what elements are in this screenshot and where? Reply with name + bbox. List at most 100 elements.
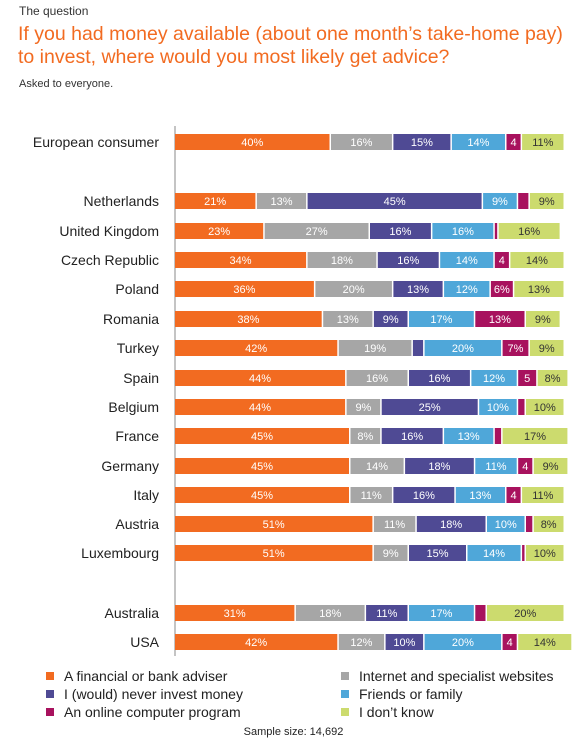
bar-segment-never [405, 458, 474, 474]
bar-segment-internet [256, 193, 307, 209]
data-label: 21% [204, 196, 226, 208]
data-label: 16% [350, 137, 372, 149]
data-label: 38% [237, 314, 259, 326]
bar-segment-friends [409, 605, 474, 621]
legend-swatch [46, 672, 54, 680]
bar-segment-never [409, 370, 470, 386]
bar-segment-never [381, 428, 443, 444]
data-label: 4 [510, 490, 516, 502]
data-label: 42% [245, 343, 267, 355]
data-label: 18% [331, 255, 353, 267]
bar-segment-friends [424, 634, 502, 650]
data-label: 8% [541, 519, 557, 531]
bar-segment-dontknow [533, 458, 568, 474]
data-label: 25% [419, 402, 441, 414]
sample-size: Sample size: 14,692 [243, 726, 344, 738]
data-label: 6% [494, 284, 510, 296]
bar-segment-dontknow [502, 428, 568, 444]
bar-segment-friends [479, 399, 517, 415]
bar-segment-program [494, 223, 498, 239]
data-label: 4 [510, 137, 516, 149]
data-label: 18% [440, 519, 462, 531]
data-label: 9% [383, 548, 399, 560]
bar-segment-adviser [175, 545, 373, 561]
legend-item-never: I (would) never invest money [46, 686, 243, 702]
legend-label: Friends or family [359, 686, 463, 702]
category-label: USA [130, 634, 159, 650]
bar-segment-internet [373, 516, 416, 532]
chart-subtitle: Asked to everyone. [19, 78, 114, 90]
bar-segment-program [518, 458, 533, 474]
data-label: 19% [364, 343, 386, 355]
category-label: Belgium [108, 399, 159, 415]
data-label: 45% [251, 490, 273, 502]
bar-segment-friends [475, 458, 517, 474]
bar-segment-never [366, 605, 408, 621]
data-label: 9% [539, 196, 555, 208]
data-label: 45% [251, 431, 273, 443]
data-label: 12% [456, 284, 478, 296]
data-label: 14% [366, 461, 388, 473]
bar-segment-program [490, 281, 513, 297]
bar-segment-program [506, 134, 521, 150]
data-label: 16% [366, 373, 388, 385]
category-label: Turkey [117, 340, 159, 356]
data-label: 13% [407, 284, 429, 296]
legend-swatch [341, 690, 349, 698]
bar-segment-dontknow [518, 634, 572, 650]
data-label: 9% [539, 343, 555, 355]
bar-segment-never [370, 223, 431, 239]
data-label: 13% [528, 284, 550, 296]
data-label: 27% [306, 226, 328, 238]
legend-item-friends: Friends or family [341, 686, 462, 702]
bar-segment-program [475, 311, 525, 327]
bar-segment-friends [455, 487, 505, 503]
bar-segment-program [502, 340, 529, 356]
data-label: 20% [343, 284, 365, 296]
data-label: 9% [383, 314, 399, 326]
data-label: 14% [483, 548, 505, 560]
legend-item-dontknow: I don’t know [341, 704, 434, 720]
legend-item-program: An online computer program [46, 704, 241, 720]
data-label: 36% [233, 284, 255, 296]
bar-segment-dontknow [537, 370, 568, 386]
bar-segment-internet [350, 428, 381, 444]
bar-segment-friends [424, 340, 502, 356]
bar-segment-dontknow [529, 340, 564, 356]
bar-segment-friends [444, 281, 490, 297]
legend-label: I don’t know [359, 704, 434, 720]
bar-segment-never [373, 311, 408, 327]
legend-swatch [46, 690, 54, 698]
bar-segment-adviser [175, 516, 373, 532]
bar-segment-internet [338, 634, 385, 650]
bar-segment-never [377, 252, 439, 268]
bar-segment-internet [295, 605, 365, 621]
legend-item-adviser: A financial or bank adviser [46, 668, 227, 684]
data-label: 14% [467, 137, 489, 149]
data-label: 8% [545, 373, 561, 385]
category-label: European consumer [33, 134, 159, 150]
kicker: The question [19, 4, 89, 18]
data-label: 14% [456, 255, 478, 267]
data-label: 44% [249, 402, 271, 414]
bar-segment-friends [483, 193, 517, 209]
data-label: 11% [485, 461, 506, 473]
bar-segment-dontknow [533, 516, 564, 532]
category-label: Poland [115, 281, 159, 297]
data-label: 11% [376, 608, 397, 620]
bar-segment-internet [373, 545, 408, 561]
bar-segment-adviser [175, 252, 307, 268]
bar-segment-adviser [175, 281, 314, 297]
data-label: 11% [384, 519, 405, 531]
data-label: 10% [393, 637, 415, 649]
bar-segment-internet [346, 370, 408, 386]
bar-segment-dontknow [522, 487, 564, 503]
bar-segment-never [409, 545, 466, 561]
bar-segment-never [381, 399, 478, 415]
data-label: 31% [224, 608, 246, 620]
chart-title: If you had money available (about one mo… [18, 23, 563, 68]
data-label: 13% [270, 196, 292, 208]
bar-segment-dontknow [510, 252, 564, 268]
bar-segment-adviser [175, 634, 338, 650]
